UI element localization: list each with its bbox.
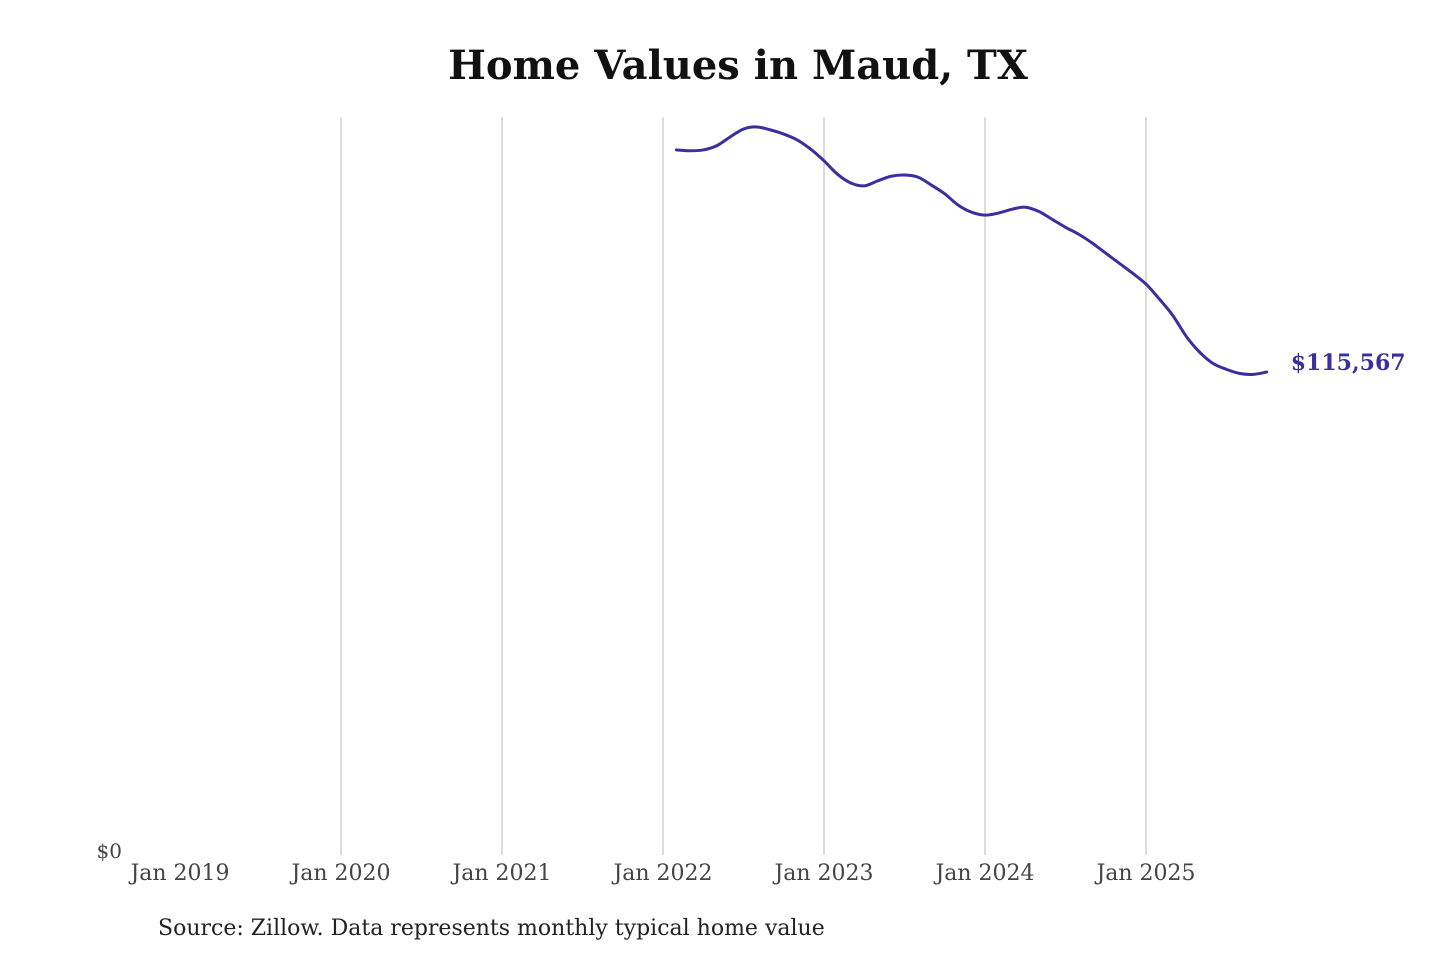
x-tick-label: Jan 2021	[450, 861, 551, 886]
series-line	[674, 125, 1269, 376]
x-tick-label: Jan 2024	[933, 861, 1034, 886]
source-note: Source: Zillow. Data represents monthly …	[158, 916, 825, 941]
x-tick-label: Jan 2023	[772, 861, 873, 886]
x-tick-label: Jan 2025	[1094, 861, 1195, 886]
x-tick-label: Jan 2019	[128, 861, 229, 886]
y-tick-label: $0	[97, 839, 122, 863]
x-tick-label: Jan 2022	[611, 861, 712, 886]
end-value-label: $115,567	[1291, 350, 1406, 376]
chart-title: Home Values in Maud, TX	[448, 42, 1028, 89]
x-tick-label: Jan 2020	[289, 861, 390, 886]
